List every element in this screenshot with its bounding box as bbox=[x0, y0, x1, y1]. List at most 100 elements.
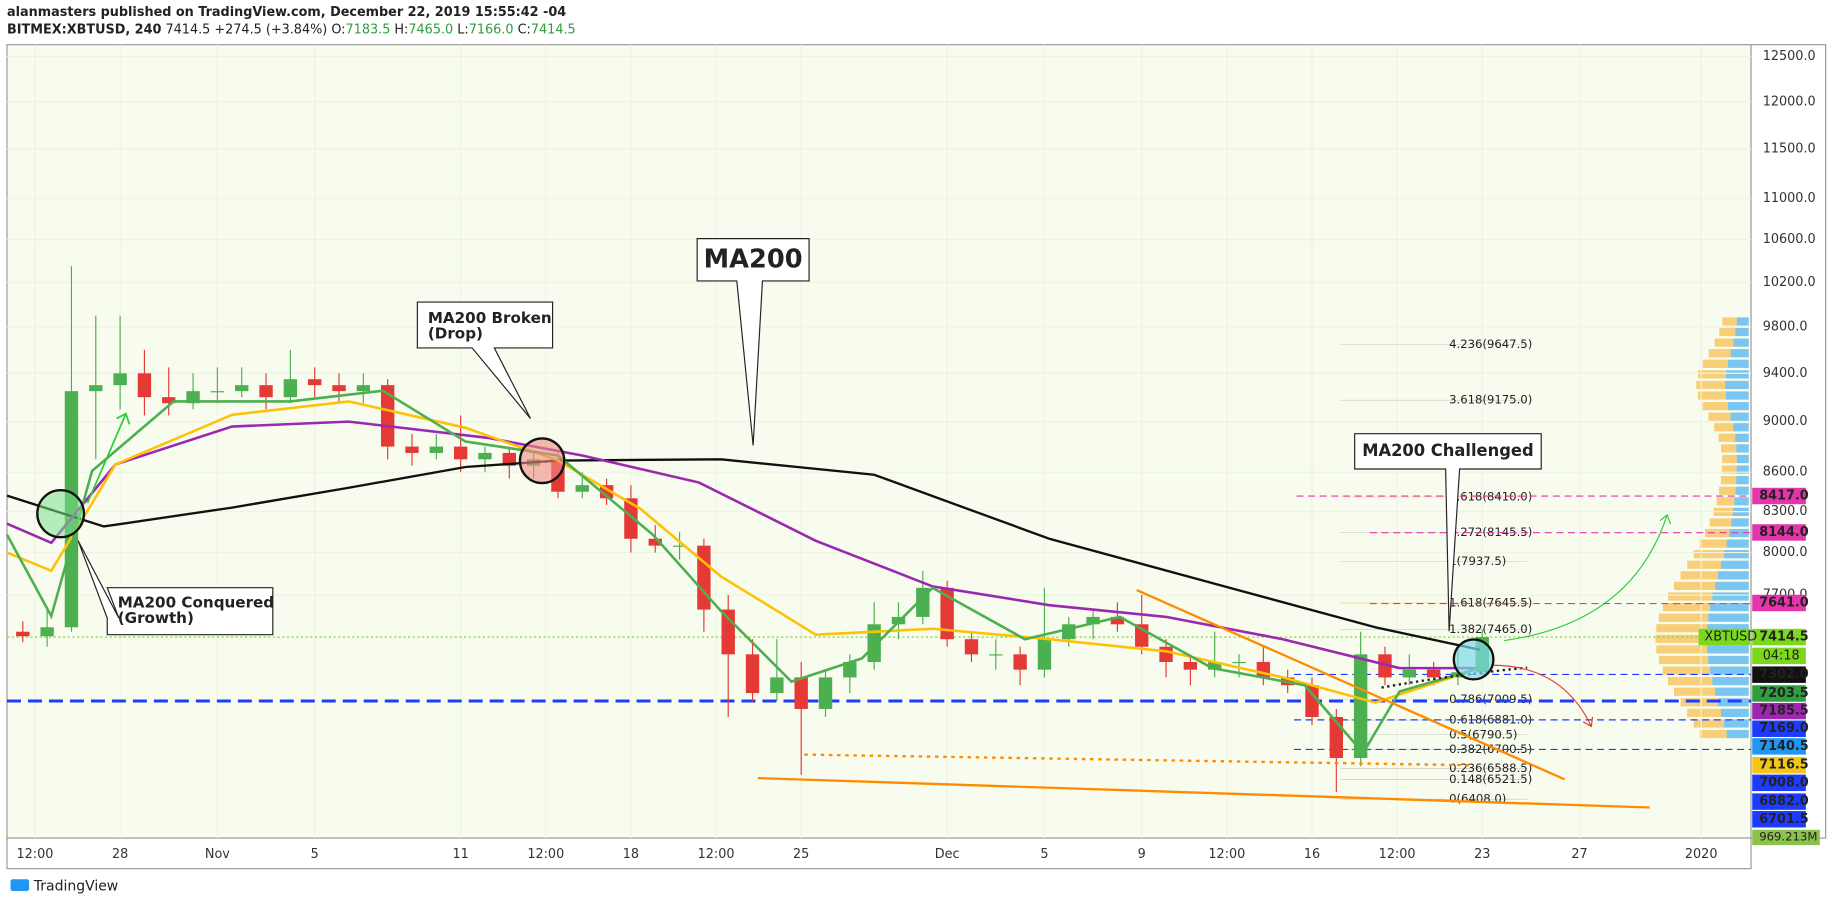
candle-body bbox=[1159, 646, 1173, 662]
price-tag-label: 7169.0 bbox=[1759, 721, 1808, 736]
profile-bar bbox=[1702, 401, 1728, 411]
h-label: H: bbox=[394, 22, 408, 37]
x-tick-label: 12:00 bbox=[698, 847, 735, 862]
highlight-circle bbox=[36, 488, 86, 539]
candle-body bbox=[940, 587, 954, 640]
fib-label: 0.618(6881.0) bbox=[1449, 713, 1532, 727]
profile-bar bbox=[1656, 645, 1708, 654]
c-label: C: bbox=[518, 22, 531, 37]
candle-body bbox=[453, 446, 468, 460]
y-tick-label: 11500.0 bbox=[1763, 142, 1816, 157]
o-label: O: bbox=[331, 22, 345, 37]
arrow bbox=[86, 412, 131, 504]
price-tag bbox=[1752, 666, 1806, 683]
profile-bar bbox=[1719, 327, 1736, 337]
candle-body bbox=[405, 446, 419, 453]
profile-bar bbox=[1709, 518, 1732, 527]
price-tag bbox=[1752, 487, 1806, 505]
publisher-text: alanmasters published on TradingView.com… bbox=[7, 4, 566, 19]
profile-bar bbox=[1708, 412, 1731, 421]
candle-body bbox=[770, 677, 784, 694]
profile-bar bbox=[1725, 380, 1749, 390]
profile-bar bbox=[1731, 518, 1749, 527]
profile-bar bbox=[1727, 401, 1749, 411]
candle-body bbox=[429, 446, 444, 453]
candle-body bbox=[1305, 685, 1319, 717]
fib-label: 0.5(6790.5) bbox=[1449, 727, 1517, 741]
profile-bar bbox=[1707, 645, 1749, 654]
x-tick-label: 9 bbox=[1138, 847, 1146, 862]
price-tag-label: 7116.5 bbox=[1759, 758, 1808, 773]
ma-line bbox=[6, 400, 1481, 704]
profile-bar bbox=[1687, 560, 1722, 569]
annotation: MA200 Challenged bbox=[1362, 441, 1533, 460]
volume-label: 969.213M bbox=[1759, 829, 1817, 843]
annotation: (Drop) bbox=[428, 324, 483, 342]
profile-bar bbox=[1733, 423, 1749, 432]
fib-label: 0.382(6700.5) bbox=[1449, 742, 1532, 756]
trendline bbox=[1136, 588, 1565, 781]
profile-bar bbox=[1702, 359, 1729, 368]
y-tick-label: 10600.0 bbox=[1763, 232, 1816, 247]
profile-bar bbox=[1714, 423, 1734, 432]
h: 7465.0 bbox=[408, 22, 453, 37]
fib-label: 0.148(6521.5) bbox=[1449, 772, 1532, 786]
candle-body bbox=[40, 627, 54, 637]
ma-line bbox=[6, 420, 1480, 670]
profile-bar bbox=[1726, 729, 1749, 739]
profile-bar bbox=[1710, 602, 1749, 612]
price-tag-label: 6882.0 bbox=[1759, 794, 1808, 809]
highlight-circle bbox=[518, 437, 566, 485]
profile-bar bbox=[1667, 592, 1713, 601]
annotation: MA200 bbox=[704, 244, 803, 274]
profile-bar bbox=[1715, 687, 1749, 696]
profile-bar bbox=[1697, 391, 1726, 400]
time-axis bbox=[6, 837, 1752, 870]
x-tick-label: 25 bbox=[793, 847, 809, 862]
profile-bar bbox=[1722, 317, 1737, 326]
y-tick-label: 10200.0 bbox=[1763, 275, 1816, 290]
price-tag-label: 8417.0 bbox=[1759, 488, 1808, 503]
price-tag bbox=[1752, 685, 1806, 702]
profile-bar bbox=[1733, 338, 1749, 347]
profile-bar bbox=[1699, 729, 1727, 739]
candle-body bbox=[1208, 661, 1222, 670]
price-tag-label: 7641.0 bbox=[1759, 595, 1808, 610]
callout bbox=[696, 238, 810, 446]
profile-bar bbox=[1697, 370, 1726, 379]
profile-bar bbox=[1730, 349, 1749, 358]
callout bbox=[416, 301, 554, 419]
fib-label: 0.786(7009.5) bbox=[1449, 692, 1532, 706]
candle-body bbox=[721, 609, 735, 655]
candle-body bbox=[113, 373, 127, 386]
profile-bar bbox=[1674, 687, 1716, 696]
x-tick-label: 12:00 bbox=[1379, 847, 1416, 862]
candle-body bbox=[1402, 669, 1416, 678]
profile-bar bbox=[1721, 708, 1749, 717]
profile-bar bbox=[1708, 655, 1749, 665]
profile-bar bbox=[1736, 476, 1749, 485]
profile-bar bbox=[1716, 497, 1735, 506]
y-tick-label: 9000.0 bbox=[1763, 414, 1808, 429]
x-tick-label: 27 bbox=[1571, 847, 1587, 862]
profile-bar bbox=[1718, 433, 1736, 442]
symbol-tag-label: XBTUSD bbox=[1704, 630, 1757, 645]
profile-bar bbox=[1662, 666, 1711, 675]
profile-bar bbox=[1715, 581, 1749, 591]
profile-bar bbox=[1707, 624, 1749, 633]
x-tick-label: Dec bbox=[935, 847, 960, 862]
x-tick-label: 11 bbox=[452, 847, 468, 862]
fib-label: 1.618(8410.0) bbox=[1449, 489, 1532, 503]
candle-body bbox=[648, 538, 662, 546]
candle-body bbox=[867, 624, 881, 662]
countdown-tag bbox=[1752, 647, 1806, 665]
candle-body bbox=[210, 391, 225, 393]
x-tick-label: 5 bbox=[1040, 847, 1048, 862]
candle-body bbox=[1086, 616, 1100, 625]
profile-bar bbox=[1696, 380, 1726, 390]
logo bbox=[10, 879, 30, 891]
fib-label: 1(7937.5) bbox=[1449, 554, 1506, 568]
y-tick-label: 8000.0 bbox=[1763, 545, 1808, 560]
profile-bar bbox=[1693, 719, 1724, 728]
